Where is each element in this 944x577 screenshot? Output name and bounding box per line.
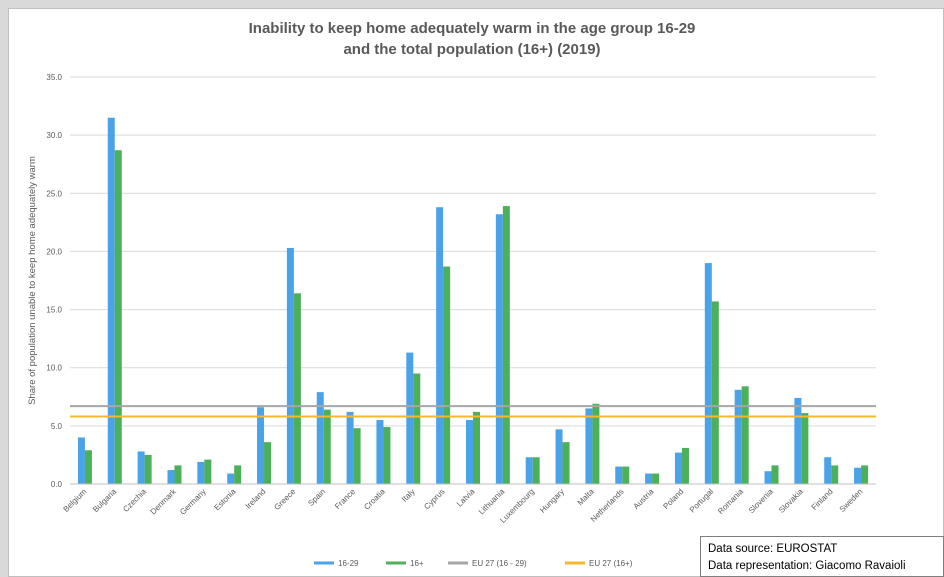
x-tick-label: Italy xyxy=(400,487,417,504)
bar-16--belgium xyxy=(84,450,92,484)
bar-16-29-malta xyxy=(585,408,593,484)
x-tick-label: Malta xyxy=(576,487,597,508)
bar-16-29-denmark xyxy=(167,470,175,484)
bar-16--slovakia xyxy=(801,413,809,484)
x-tick-label: Slovenia xyxy=(747,487,775,515)
bar-16-29-portugal xyxy=(704,263,712,484)
bar-16-29-italy xyxy=(406,352,414,484)
x-tick-label: Portugal xyxy=(688,487,716,515)
bar-16-29-belgium xyxy=(77,437,85,484)
bar-16--czechia xyxy=(144,454,152,484)
bar-16--latvia xyxy=(473,411,480,484)
bar-16-29-spain xyxy=(316,392,324,484)
bar-16--germany xyxy=(204,459,212,484)
x-tick-label: Hungary xyxy=(538,487,566,515)
x-tick-label: Austria xyxy=(632,487,656,511)
y-tick-label: 0.0 xyxy=(51,480,63,489)
bar-16-29-netherlands xyxy=(615,466,623,484)
bar-16-29-slovenia xyxy=(764,471,772,484)
y-tick-label: 15.0 xyxy=(46,306,62,315)
data-source-text: Data source: EUROSTAT xyxy=(708,543,838,555)
bar-16--denmark xyxy=(174,465,182,484)
chart-subtitle: and the total population (16+) (2019) xyxy=(343,41,601,58)
bar-16-29-cyprus xyxy=(436,207,444,485)
bar-16--greece xyxy=(293,293,301,484)
bar-16--estonia xyxy=(234,465,242,484)
x-tick-label: Cyprus xyxy=(422,487,446,511)
y-tick-label: 5.0 xyxy=(51,422,63,431)
x-tick-label: Greece xyxy=(272,487,297,512)
bar-16-29-greece xyxy=(286,247,294,484)
x-tick-label: Bulgaria xyxy=(91,487,119,515)
bar-16--sweden xyxy=(861,465,869,484)
bar-16-29-croatia xyxy=(376,420,384,484)
bar-16--lithuania xyxy=(502,206,510,484)
bar-16-29-czechia xyxy=(137,451,145,484)
x-tick-label: Germany xyxy=(178,487,208,517)
x-tick-label: Latvia xyxy=(455,487,477,509)
x-tick-label: Slovakia xyxy=(777,487,805,515)
bar-16--finland xyxy=(831,465,839,484)
bar-16--croatia xyxy=(383,427,391,484)
bar-16--hungary xyxy=(562,442,570,484)
x-tick-label: Poland xyxy=(661,487,685,511)
x-tick-label: Finland xyxy=(810,487,835,512)
bar-16--luxembourg xyxy=(532,457,540,484)
x-tick-label: France xyxy=(333,487,357,511)
bar-16-29-estonia xyxy=(227,473,235,484)
y-tick-label: 20.0 xyxy=(46,247,62,256)
bar-16--austria xyxy=(652,473,660,484)
bar-16-29-hungary xyxy=(555,429,563,484)
y-axis-label: Share of population unable to keep home … xyxy=(27,156,38,405)
y-tick-label: 30.0 xyxy=(46,131,62,140)
legend-label: 16-29 xyxy=(338,559,359,568)
legend-label: EU 27 (16+) xyxy=(589,559,633,568)
bar-16--romania xyxy=(741,386,749,484)
x-tick-label: Denmark xyxy=(149,486,179,516)
data-representation-text: Data representation: Giacomo Ravaioli xyxy=(708,560,906,572)
bar-16-29-ireland xyxy=(257,407,265,484)
bar-16-29-austria xyxy=(645,473,653,484)
x-tick-label: Spain xyxy=(306,487,327,508)
legend-label: 16+ xyxy=(410,559,424,568)
bar-16--italy xyxy=(413,373,421,484)
x-tick-label: Sweden xyxy=(838,487,865,514)
x-tick-label: Croatia xyxy=(362,487,387,512)
chart-title: Inability to keep home adequately warm i… xyxy=(248,20,696,37)
y-tick-label: 10.0 xyxy=(46,364,62,373)
x-tick-label: Estonia xyxy=(212,487,238,513)
bar-16-29-latvia xyxy=(466,420,473,484)
bar-16--netherlands xyxy=(622,466,630,484)
bar-16-29-germany xyxy=(197,461,205,484)
bar-16-29-romania xyxy=(734,389,742,484)
legend-label: EU 27 (16 - 29) xyxy=(472,559,527,568)
bar-16-29-slovakia xyxy=(794,397,802,484)
bar-16--spain xyxy=(323,409,331,484)
x-tick-label: Czechia xyxy=(121,487,148,514)
x-tick-label: Lithuania xyxy=(477,487,507,517)
bar-16-29-bulgaria xyxy=(107,117,115,484)
x-tick-label: Ireland xyxy=(244,487,268,511)
x-tick-label: Belgium xyxy=(62,487,89,514)
bar-16--bulgaria xyxy=(114,150,122,484)
bar-16--malta xyxy=(592,403,600,484)
bar-16--ireland xyxy=(264,442,272,484)
bar-16--poland xyxy=(681,447,689,484)
bar-16-29-france xyxy=(346,411,354,484)
bar-16--cyprus xyxy=(443,266,451,484)
bar-16--portugal xyxy=(711,301,719,484)
bar-16-29-sweden xyxy=(854,467,862,484)
data-source-box: Data source: EUROSTAT Data representatio… xyxy=(700,536,944,577)
bar-16-29-finland xyxy=(824,457,832,484)
bar-16-29-lithuania xyxy=(495,214,503,484)
bar-16--slovenia xyxy=(771,465,779,484)
y-tick-label: 25.0 xyxy=(46,189,62,198)
bar-16-29-poland xyxy=(674,452,682,484)
bar-16--france xyxy=(353,428,361,484)
bar-16-29-luxembourg xyxy=(525,457,533,484)
y-tick-label: 35.0 xyxy=(46,73,62,82)
x-tick-label: Romania xyxy=(716,487,745,516)
